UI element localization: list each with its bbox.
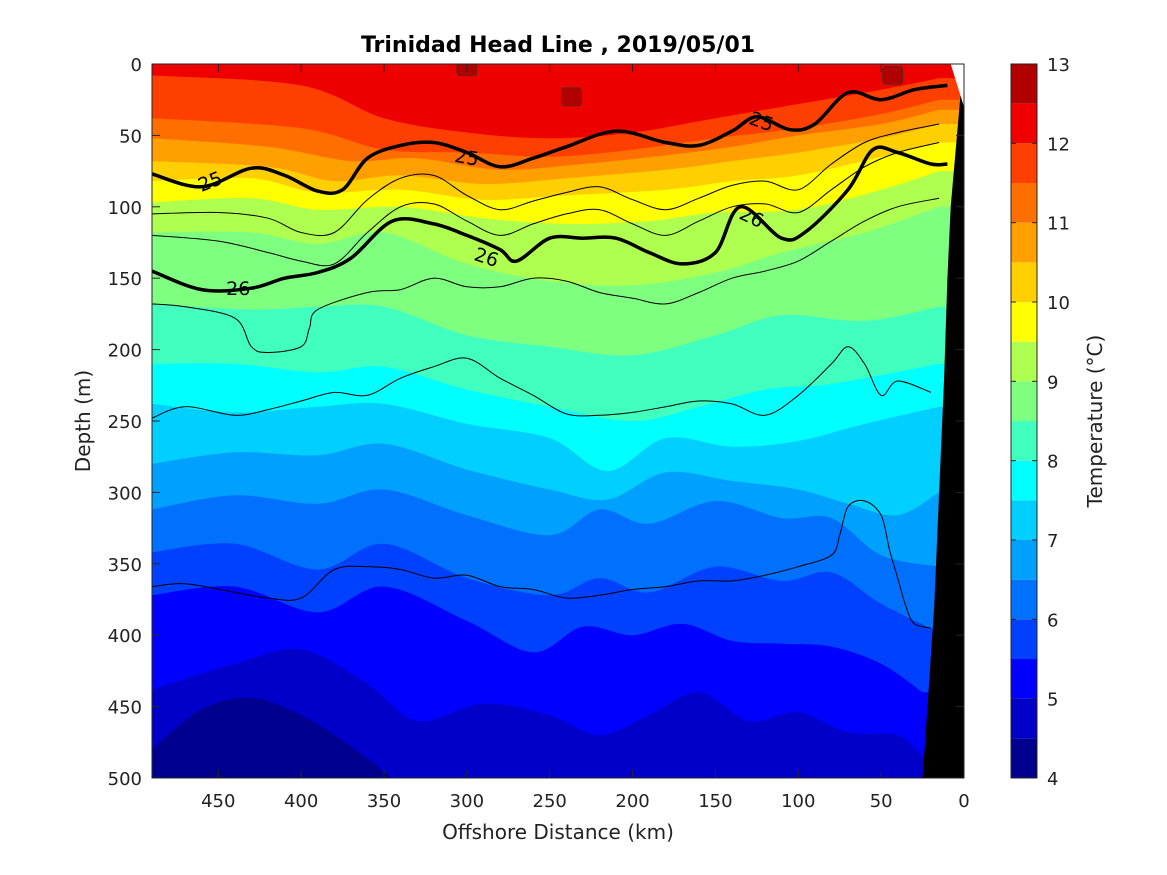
y-tick-label: 450 [108,698,142,719]
colorbar-swatch [1011,698,1037,739]
density-contour [152,123,940,237]
warm-patch [560,87,582,107]
colorbar-tick-label: 9 [1047,372,1058,393]
colorbar-tick-label: 4 [1047,769,1058,790]
density-contour [152,499,932,629]
seafloor [922,64,964,778]
y-tick-label: 0 [131,55,142,76]
y-tick-label: 100 [108,198,142,219]
contour-label: 26 [226,278,250,300]
colorbar-label: Temperature (°C) [1083,335,1107,509]
colorbar-swatch [1011,183,1037,223]
y-axis: 0 50 100 150 200 250 300 350 400 450 500 [108,55,964,790]
colorbar-swatch [1011,222,1037,263]
x-tick-label: 50 [870,791,893,812]
y-tick-label: 50 [119,126,142,147]
temp-band-5 [152,648,964,778]
colorbar-tick-label: 7 [1047,531,1058,552]
colorbar-swatch [1011,103,1037,144]
y-tick-label: 250 [108,412,142,433]
y-tick-label: 200 [108,341,142,362]
x-tick-label: 150 [698,791,732,812]
colorbar-swatch [1011,302,1037,342]
colorbar-tick-label: 11 [1047,214,1070,235]
x-axis-label: Offshore Distance (km) [442,820,674,844]
colorbar: 4 5 6 7 8 9 10 11 12 13 [1010,55,1070,790]
colorbar-tick-label: 5 [1047,690,1058,711]
colorbar-swatch [1011,64,1037,104]
svg-text:25: 25 [453,145,481,171]
colorbar-swatch [1011,460,1037,501]
chart-title: Trinidad Head Line , 2019/05/01 [361,33,755,58]
colorbar-swatch [1011,341,1037,382]
density-contours [152,123,940,629]
colorbar-swatch [1011,619,1037,659]
y-axis-label: Depth (m) [71,370,95,472]
seafloor-bathymetry [922,64,964,778]
colorbar-swatch [1011,579,1037,620]
colorbar-swatch [1011,500,1037,540]
colorbar-swatch [1011,540,1037,580]
temp-band-4.5 [152,697,964,778]
contour-label: 25 [453,145,481,171]
colorbar-swatch [1011,143,1037,183]
colorbar-tick-label: 13 [1047,55,1070,76]
colorbar-swatch [1011,738,1037,778]
colorbar-swatch [1011,262,1037,302]
colorbar-swatch [1011,659,1037,699]
colorbar-tick-label: 8 [1047,452,1058,473]
x-tick-label: 400 [284,791,318,812]
warm-patch [882,66,904,85]
y-tick-label: 150 [108,269,142,290]
density-contour [152,142,940,267]
density-contours-labeled [152,83,948,293]
density-contour-26 [152,145,948,293]
colorbar-swatch [1011,421,1037,461]
y-tick-label: 300 [108,483,142,504]
temperature-fill [152,64,964,778]
x-tick-label: 0 [958,791,969,812]
density-contour [152,197,940,353]
x-tick-label: 350 [367,791,401,812]
x-tick-label: 300 [450,791,484,812]
x-axis: 450 400 350 300 250 200 150 100 50 0 [201,64,970,812]
colorbar-tick-label: 6 [1047,610,1058,631]
colorbar-swatch [1011,381,1037,421]
x-tick-label: 100 [781,791,815,812]
colorbar-tick-label: 10 [1047,293,1070,314]
x-tick-label: 450 [201,791,235,812]
x-tick-label: 200 [615,791,649,812]
density-contour-25 [152,83,948,196]
x-tick-label: 250 [533,791,567,812]
y-tick-label: 350 [108,555,142,576]
y-tick-label: 400 [108,626,142,647]
y-tick-label: 500 [108,769,142,790]
svg-text:26: 26 [226,278,250,300]
density-contour [152,346,932,419]
colorbar-tick-label: 12 [1047,134,1070,155]
